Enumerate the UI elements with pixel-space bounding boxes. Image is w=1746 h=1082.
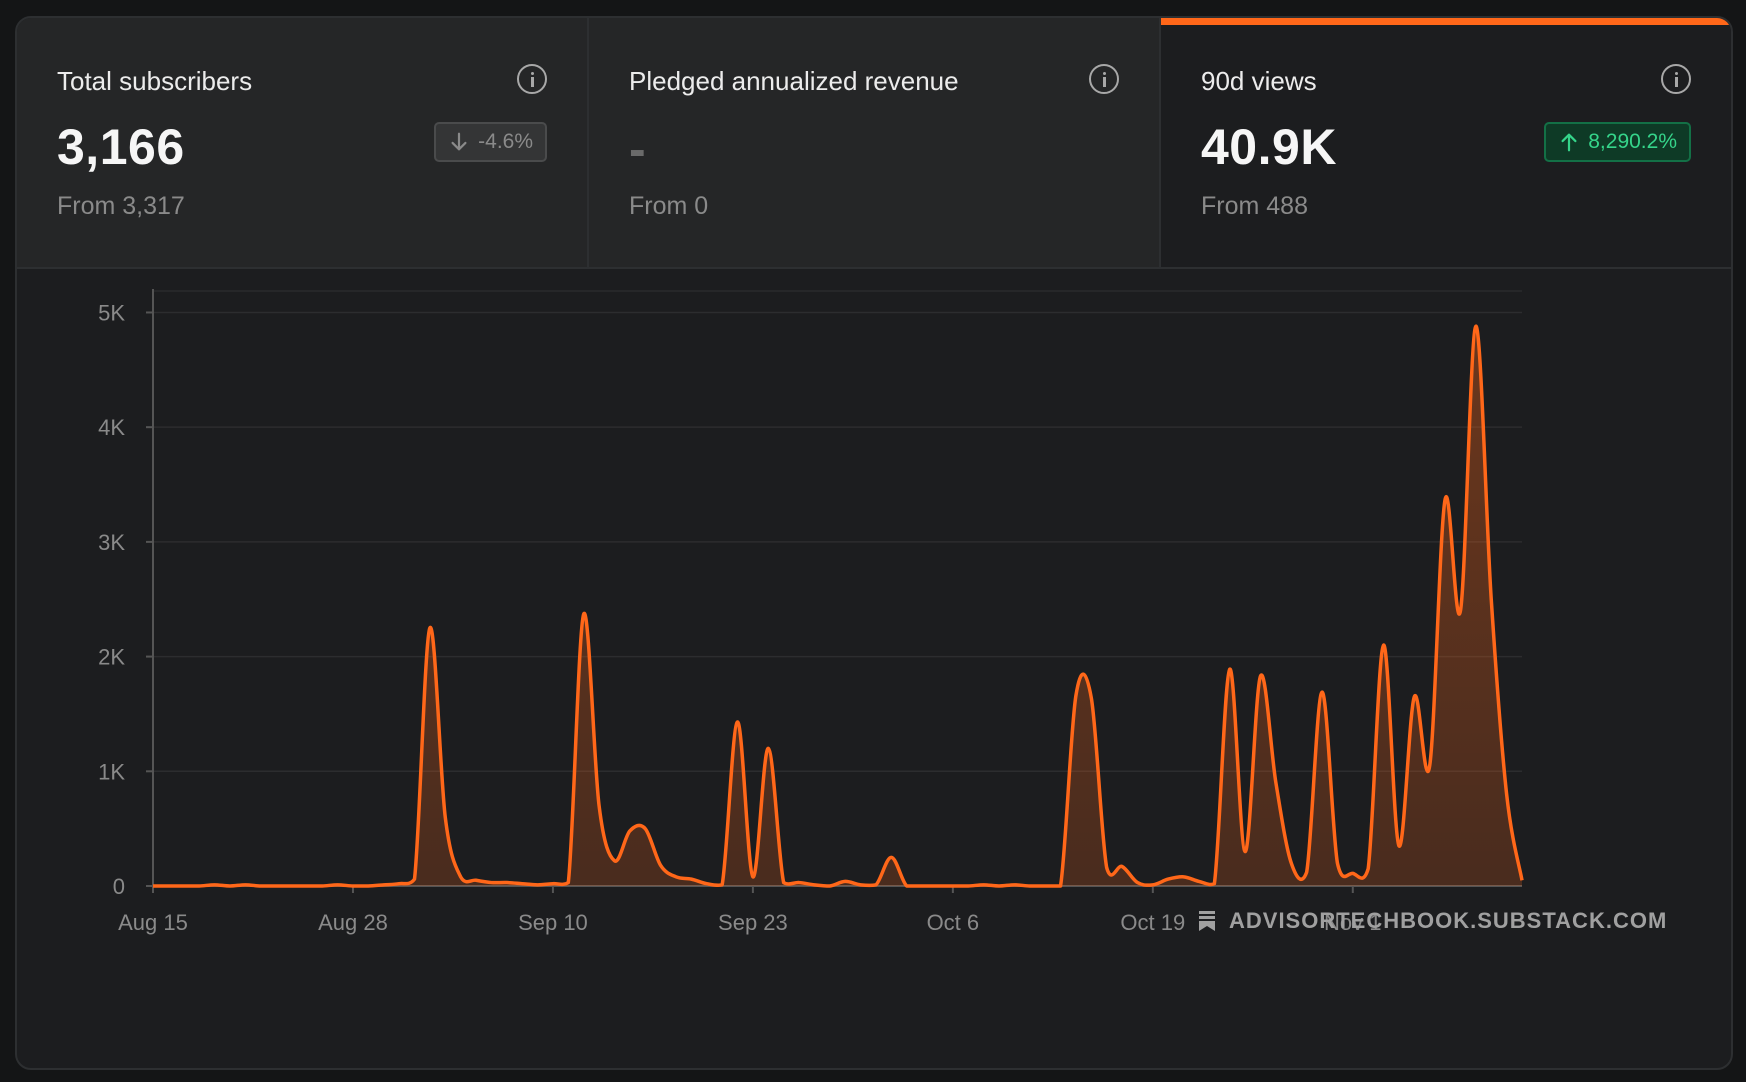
arrow-down-icon — [451, 132, 467, 151]
card-label: Total subscribers — [57, 66, 253, 96]
card-pledged-revenue[interactable]: Pledged annualized revenue - From 0 — [587, 18, 1159, 267]
card-from: From 488 — [1201, 192, 1308, 220]
y-tick-label: 2K — [98, 645, 125, 670]
x-tick-label: Oct 19 — [1120, 910, 1185, 935]
card-value: 40.9K — [1201, 119, 1337, 175]
card-from: From 3,317 — [57, 192, 185, 220]
analytics-panel: Total subscribers 3,166 -4.6% From 3,317… — [15, 16, 1733, 1070]
x-tick-label: Sep 23 — [718, 910, 788, 935]
x-tick-label: Aug 28 — [318, 910, 388, 935]
x-tick-label: Oct 6 — [927, 910, 980, 935]
info-icon[interactable] — [1089, 64, 1119, 94]
views-chart-svg: 0 1K 2K 3K 4K 5K Aug 15 Aug 28 Sep 10 Sep 23 Oct 6… — [98, 289, 1524, 935]
bookmark-icon — [1199, 911, 1215, 931]
watermark: ADVISORTECHBOOK.SUBSTACK.COM — [1199, 908, 1667, 934]
x-tick-label: Aug 15 — [118, 910, 188, 935]
x-tick-label: Nov 1 — [1324, 910, 1381, 935]
info-icon[interactable] — [517, 64, 547, 94]
y-tick-label: 5K — [98, 300, 125, 325]
card-90d-views[interactable]: 90d views 40.9K 8,290.2% From 488 — [1159, 18, 1731, 267]
active-indicator — [1161, 18, 1731, 25]
card-value: 3,166 — [57, 119, 185, 175]
y-tick-label: 4K — [98, 415, 125, 440]
views-area — [153, 326, 1522, 887]
y-tick-label: 0 — [113, 874, 125, 899]
views-line — [152, 324, 1524, 888]
change-value: -4.6% — [478, 130, 533, 153]
card-label: Pledged annualized revenue — [629, 66, 959, 96]
x-tick-label: Sep 10 — [518, 910, 588, 935]
arrow-up-icon — [1561, 133, 1577, 152]
change-badge: -4.6% — [434, 122, 547, 162]
y-tick-label: 1K — [98, 759, 125, 784]
metric-cards: Total subscribers 3,166 -4.6% From 3,317… — [17, 18, 1731, 269]
card-total-subscribers[interactable]: Total subscribers 3,166 -4.6% From 3,317 — [17, 18, 587, 267]
y-tick-label: 3K — [98, 530, 125, 555]
change-value: 8,290.2% — [1588, 130, 1677, 153]
views-chart: 0 1K 2K 3K 4K 5K Aug 15 Aug 28 Sep 10 Sep 23 Oct 6… — [17, 271, 1731, 1068]
change-badge: 8,290.2% — [1544, 122, 1691, 162]
card-from: From 0 — [629, 192, 709, 220]
card-label: 90d views — [1201, 66, 1317, 96]
card-value: - — [629, 121, 647, 177]
info-icon[interactable] — [1661, 64, 1691, 94]
watermark-text: ADVISORTECHBOOK.SUBSTACK.COM — [1229, 908, 1668, 933]
